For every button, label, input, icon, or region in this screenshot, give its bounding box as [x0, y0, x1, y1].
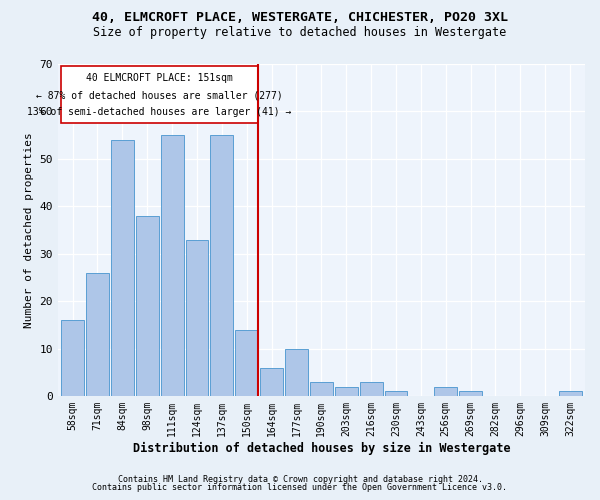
- Bar: [260, 368, 283, 396]
- Text: Contains HM Land Registry data © Crown copyright and database right 2024.: Contains HM Land Registry data © Crown c…: [118, 474, 482, 484]
- Bar: [310, 382, 333, 396]
- Bar: [61, 320, 84, 396]
- Text: ← 87% of detached houses are smaller (277): ← 87% of detached houses are smaller (27…: [36, 90, 283, 100]
- Text: 13% of semi-detached houses are larger (41) →: 13% of semi-detached houses are larger (…: [27, 106, 292, 117]
- Bar: [434, 386, 457, 396]
- Bar: [161, 135, 184, 396]
- Bar: [335, 386, 358, 396]
- Bar: [235, 330, 258, 396]
- Text: 40 ELMCROFT PLACE: 151sqm: 40 ELMCROFT PLACE: 151sqm: [86, 74, 233, 84]
- Bar: [359, 382, 383, 396]
- FancyBboxPatch shape: [61, 66, 257, 124]
- Bar: [285, 349, 308, 396]
- Y-axis label: Number of detached properties: Number of detached properties: [24, 132, 34, 328]
- Bar: [211, 135, 233, 396]
- Bar: [459, 392, 482, 396]
- Text: 40, ELMCROFT PLACE, WESTERGATE, CHICHESTER, PO20 3XL: 40, ELMCROFT PLACE, WESTERGATE, CHICHEST…: [92, 11, 508, 24]
- Bar: [111, 140, 134, 396]
- Bar: [385, 392, 407, 396]
- X-axis label: Distribution of detached houses by size in Westergate: Distribution of detached houses by size …: [133, 442, 510, 455]
- Text: Size of property relative to detached houses in Westergate: Size of property relative to detached ho…: [94, 26, 506, 39]
- Bar: [185, 240, 208, 396]
- Text: Contains public sector information licensed under the Open Government Licence v3: Contains public sector information licen…: [92, 484, 508, 492]
- Bar: [136, 216, 158, 396]
- Bar: [559, 392, 581, 396]
- Bar: [86, 273, 109, 396]
